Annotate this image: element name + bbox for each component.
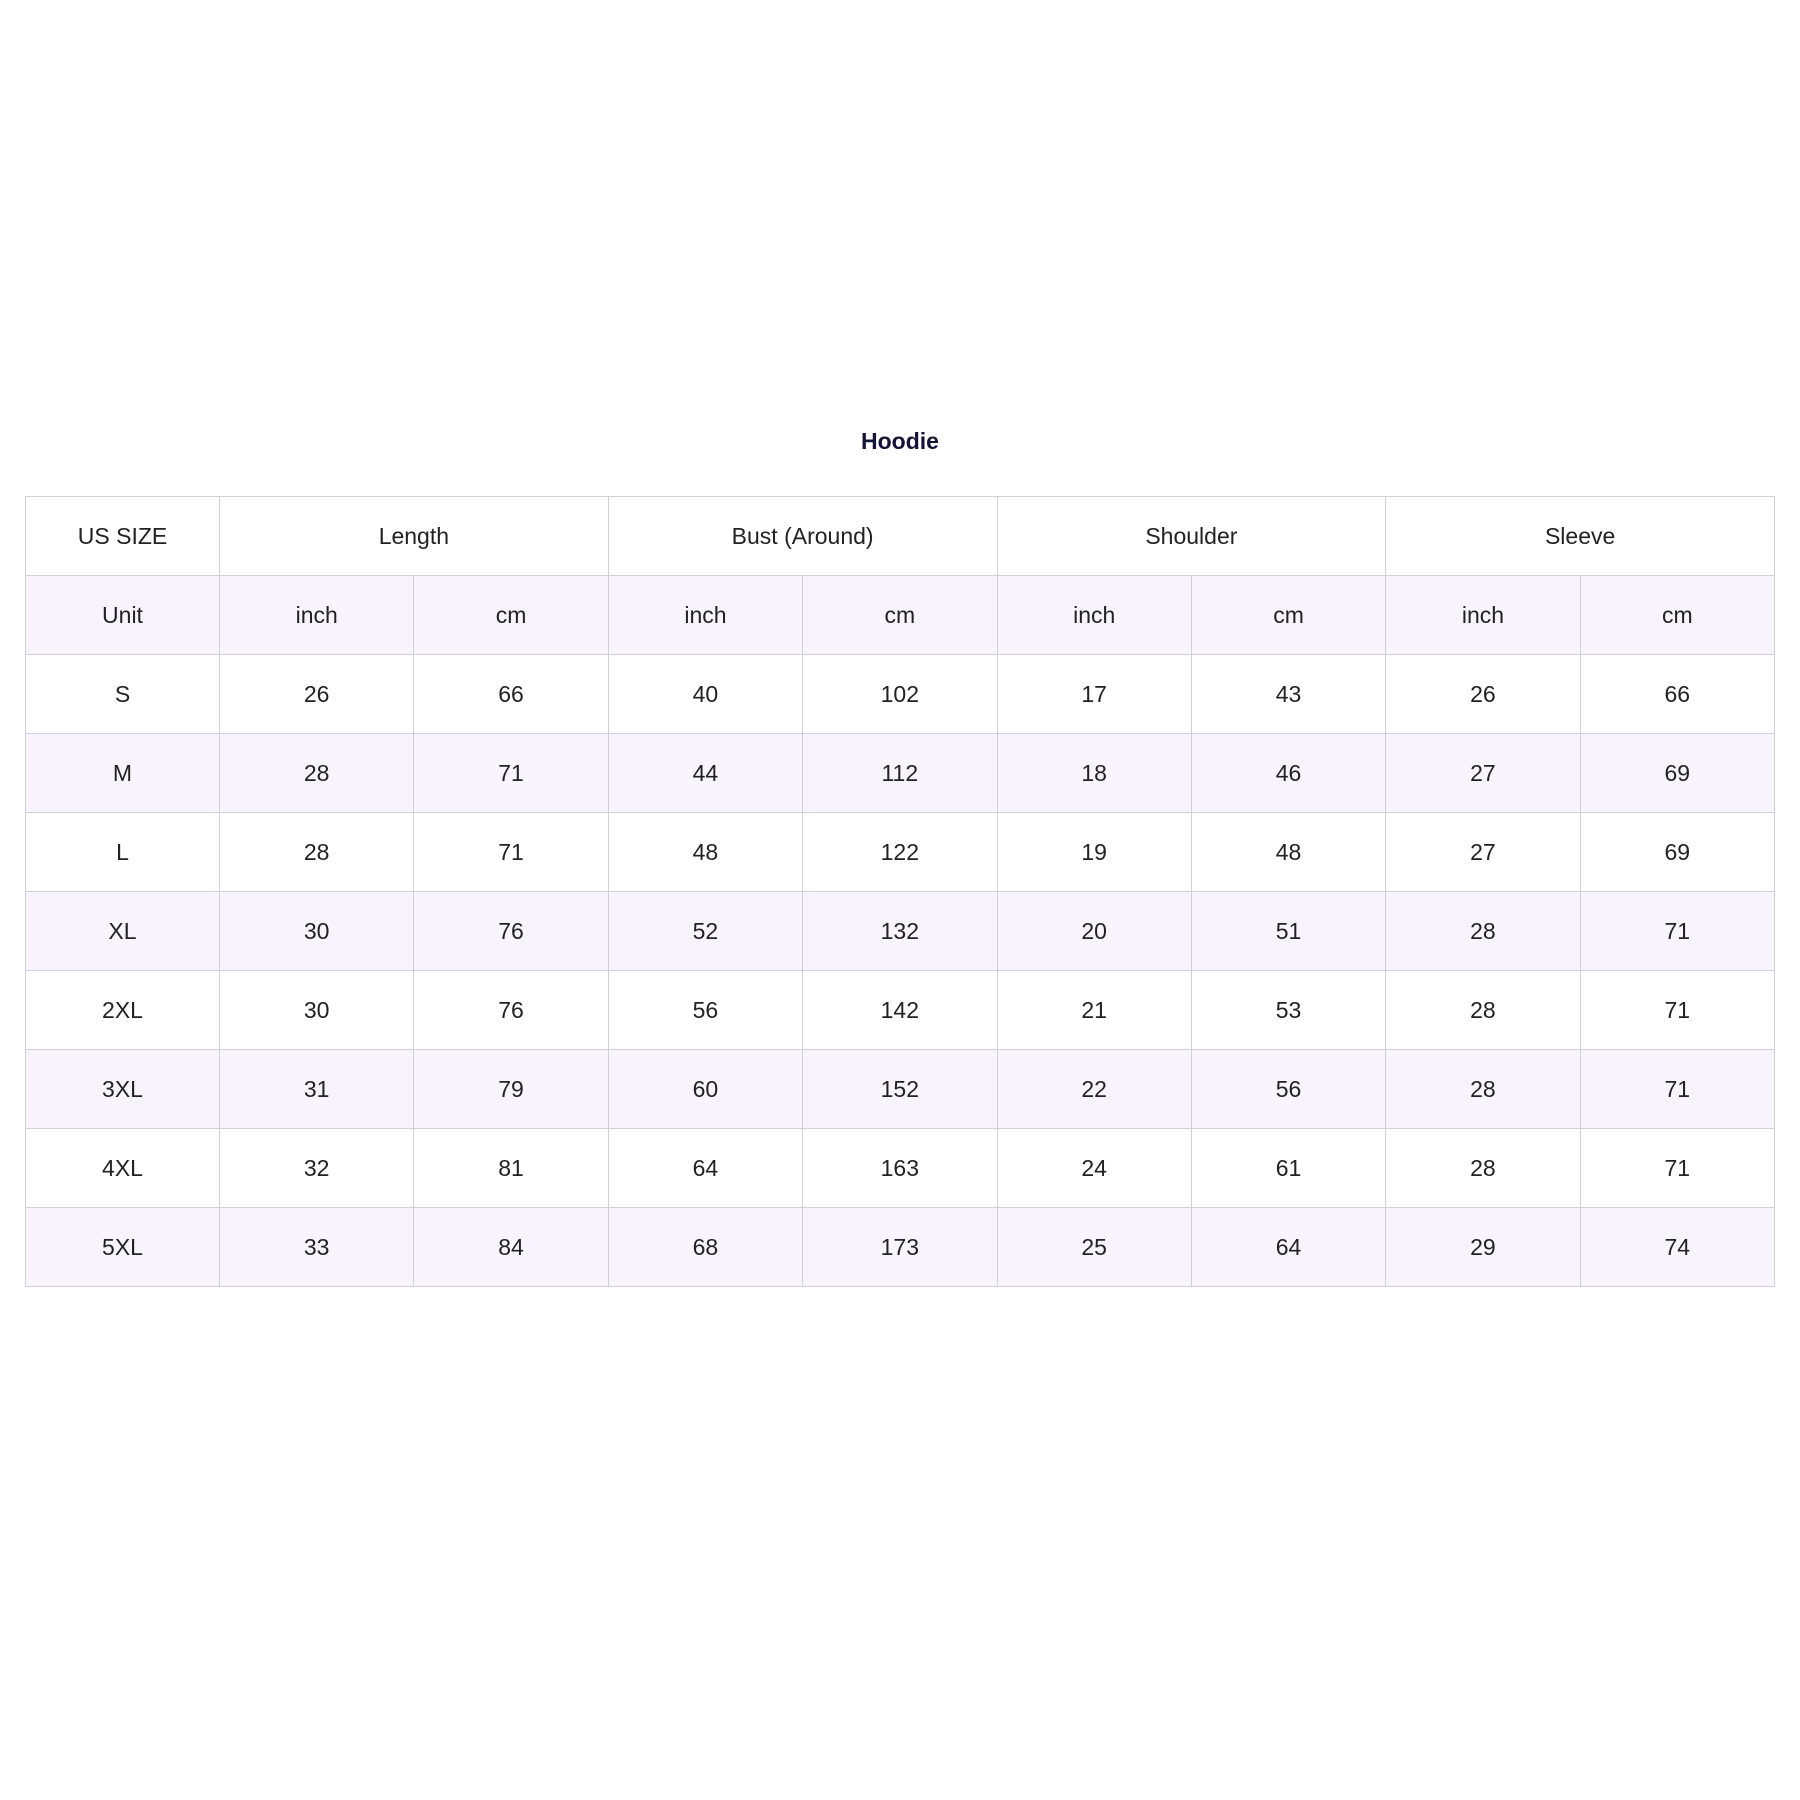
table-row: 3XL 31 79 60 152 22 56 28 71 [25, 1049, 1776, 1129]
value-cell: 28 [1385, 1049, 1581, 1129]
value-cell: 71 [1579, 1128, 1776, 1208]
value-cell: 28 [1385, 970, 1581, 1050]
value-cell: 60 [607, 1049, 804, 1129]
value-cell: 61 [1190, 1128, 1387, 1208]
unit-cell: inch [607, 575, 804, 655]
table-row: 2XL 30 76 56 142 21 53 28 71 [25, 970, 1776, 1050]
value-cell: 17 [996, 654, 1192, 734]
value-cell: 46 [1190, 733, 1387, 813]
value-cell: 71 [413, 812, 609, 892]
size-cell: 5XL [25, 1207, 220, 1287]
size-cell: 3XL [25, 1049, 220, 1129]
value-cell: 24 [996, 1128, 1192, 1208]
value-cell: 22 [996, 1049, 1192, 1129]
value-cell: 32 [218, 1128, 415, 1208]
size-cell: S [25, 654, 220, 734]
value-cell: 18 [996, 733, 1192, 813]
value-cell: 64 [1190, 1207, 1387, 1287]
value-cell: 27 [1385, 812, 1581, 892]
value-cell: 69 [1579, 733, 1776, 813]
value-cell: 28 [1385, 1128, 1581, 1208]
value-cell: 74 [1579, 1207, 1776, 1287]
size-cell: XL [25, 891, 220, 971]
unit-cell: inch [1385, 575, 1581, 655]
unit-label: Unit [25, 575, 220, 655]
size-cell: 4XL [25, 1128, 220, 1208]
unit-cell: cm [413, 575, 609, 655]
table-row: L 28 71 48 122 19 48 27 69 [25, 812, 1776, 892]
value-cell: 132 [802, 891, 998, 971]
value-cell: 71 [1579, 1049, 1776, 1129]
value-cell: 28 [218, 733, 415, 813]
value-cell: 69 [1579, 812, 1776, 892]
group-header-sleeve: Sleeve [1385, 496, 1775, 576]
value-cell: 21 [996, 970, 1192, 1050]
value-cell: 53 [1190, 970, 1387, 1050]
value-cell: 20 [996, 891, 1192, 971]
value-cell: 28 [1385, 891, 1581, 971]
value-cell: 79 [413, 1049, 609, 1129]
value-cell: 163 [802, 1128, 998, 1208]
group-header-row: US SIZE Length Bust (Around) Shoulder Sl… [25, 496, 1775, 576]
value-cell: 26 [1385, 654, 1581, 734]
value-cell: 26 [218, 654, 415, 734]
value-cell: 173 [802, 1207, 998, 1287]
value-cell: 76 [413, 970, 609, 1050]
unit-cell: cm [1579, 575, 1776, 655]
value-cell: 48 [1190, 812, 1387, 892]
value-cell: 68 [607, 1207, 804, 1287]
table-row: XL 30 76 52 132 20 51 28 71 [25, 891, 1776, 971]
value-cell: 71 [1579, 891, 1776, 971]
table-row: 5XL 33 84 68 173 25 64 29 74 [25, 1207, 1776, 1287]
value-cell: 76 [413, 891, 609, 971]
value-cell: 71 [413, 733, 609, 813]
unit-cell: cm [802, 575, 998, 655]
value-cell: 43 [1190, 654, 1387, 734]
unit-header-row: Unit inch cm inch cm inch cm inch cm [25, 575, 1776, 655]
table-row: S 26 66 40 102 17 43 26 66 [25, 654, 1776, 734]
value-cell: 64 [607, 1128, 804, 1208]
group-header-length: Length [219, 496, 609, 576]
value-cell: 56 [1190, 1049, 1387, 1129]
unit-cell: inch [218, 575, 415, 655]
value-cell: 152 [802, 1049, 998, 1129]
table-row: 4XL 32 81 64 163 24 61 28 71 [25, 1128, 1776, 1208]
value-cell: 30 [218, 970, 415, 1050]
value-cell: 66 [413, 654, 609, 734]
table-row: M 28 71 44 112 18 46 27 69 [25, 733, 1776, 813]
group-header-shoulder: Shoulder [996, 496, 1387, 576]
value-cell: 28 [218, 812, 415, 892]
us-size-header: US SIZE [25, 496, 220, 576]
value-cell: 44 [607, 733, 804, 813]
group-header-bust: Bust (Around) [607, 496, 998, 576]
size-cell: L [25, 812, 220, 892]
value-cell: 66 [1579, 654, 1776, 734]
unit-cell: inch [996, 575, 1192, 655]
value-cell: 40 [607, 654, 804, 734]
value-cell: 71 [1579, 970, 1776, 1050]
value-cell: 33 [218, 1207, 415, 1287]
value-cell: 122 [802, 812, 998, 892]
value-cell: 19 [996, 812, 1192, 892]
value-cell: 51 [1190, 891, 1387, 971]
unit-cell: cm [1190, 575, 1387, 655]
value-cell: 56 [607, 970, 804, 1050]
value-cell: 27 [1385, 733, 1581, 813]
value-cell: 29 [1385, 1207, 1581, 1287]
value-cell: 81 [413, 1128, 609, 1208]
value-cell: 102 [802, 654, 998, 734]
size-cell: 2XL [25, 970, 220, 1050]
value-cell: 142 [802, 970, 998, 1050]
value-cell: 30 [218, 891, 415, 971]
size-chart-table: US SIZE Length Bust (Around) Shoulder Sl… [25, 496, 1776, 1287]
value-cell: 112 [802, 733, 998, 813]
value-cell: 52 [607, 891, 804, 971]
value-cell: 48 [607, 812, 804, 892]
chart-title: Hoodie [861, 428, 939, 454]
value-cell: 31 [218, 1049, 415, 1129]
value-cell: 25 [996, 1207, 1192, 1287]
size-cell: M [25, 733, 220, 813]
value-cell: 84 [413, 1207, 609, 1287]
